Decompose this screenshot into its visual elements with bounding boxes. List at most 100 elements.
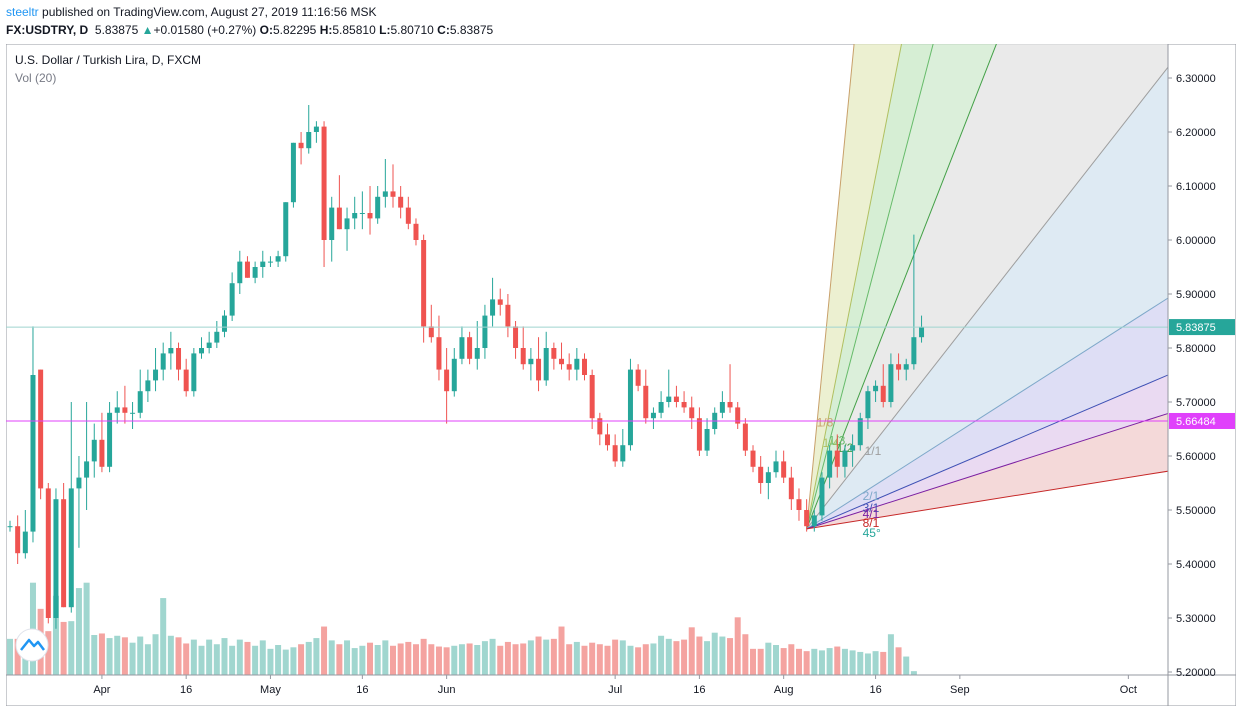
- candle-body: [459, 337, 465, 359]
- volume-bar: [328, 640, 335, 675]
- time-tick-label: May: [260, 684, 281, 696]
- candle-body: [781, 461, 787, 478]
- chart-frame[interactable]: 1/8 1/4 1/3 1/2 1/1 2/1 3/1 4/1 8/1 45° 6.30000 6.…: [5, 43, 1236, 707]
- candle-body: [574, 358, 580, 370]
- candle-body: [336, 207, 342, 230]
- candle-body: [689, 407, 695, 419]
- candle-body: [221, 315, 227, 332]
- volume-bar: [221, 638, 228, 675]
- volume-bar: [344, 640, 351, 675]
- volume-bar: [635, 647, 642, 675]
- candle-body: [390, 191, 396, 197]
- price-tick-label: 6.20000: [1176, 127, 1216, 139]
- price-tick-label: 5.70000: [1176, 397, 1216, 409]
- candle-body: [398, 196, 404, 208]
- volume-bar: [612, 639, 619, 675]
- volume-bar: [489, 638, 496, 675]
- volume-bar: [167, 635, 174, 675]
- candle-body: [114, 407, 120, 413]
- candle-body: [589, 375, 595, 419]
- candle-body: [536, 358, 542, 381]
- tradingview-logo-icon[interactable]: [15, 628, 49, 662]
- volume-bar: [818, 650, 825, 675]
- volume-bar: [504, 641, 511, 675]
- volume-bar: [412, 644, 419, 675]
- candle-body: [880, 385, 886, 402]
- volume-bar: [428, 644, 435, 675]
- volume-bar: [795, 648, 802, 675]
- price-tick-label: 5.80000: [1176, 343, 1216, 355]
- volume-bar: [336, 644, 343, 675]
- volume-bar: [566, 644, 573, 675]
- candle-body: [76, 477, 82, 489]
- candle-body: [352, 213, 358, 219]
- candle-body: [451, 358, 457, 392]
- candle-body: [896, 364, 902, 370]
- volume-bar: [834, 646, 841, 675]
- candle-body: [620, 445, 626, 462]
- candle-body: [84, 461, 90, 478]
- candle-body: [696, 418, 702, 451]
- candle-body: [344, 218, 350, 230]
- price-axis: 6.30000 6.20000 6.10000 6.00000 5.90000 5.800…: [1168, 73, 1235, 679]
- volume-bar: [573, 641, 580, 675]
- candle-body: [850, 445, 856, 451]
- candle-body: [827, 450, 833, 478]
- candle-body: [191, 353, 197, 392]
- volume-bar: [642, 644, 649, 675]
- candle-body: [375, 196, 381, 219]
- volume-bar: [45, 631, 52, 675]
- price-tick-label: 5.40000: [1176, 559, 1216, 571]
- high-label: H:: [319, 23, 333, 37]
- volume-bar: [121, 637, 128, 675]
- published-text: published on TradingView.com, August 27,…: [42, 5, 377, 19]
- volume-bar: [244, 641, 251, 675]
- time-tick-label: Aug: [774, 684, 794, 696]
- candle-body: [61, 499, 67, 608]
- price-chart[interactable]: 1/81/41/31/2 1/12/13/14/18/145° 6.300006.…: [5, 43, 1236, 707]
- candle-body: [30, 375, 36, 532]
- volume-bar: [665, 638, 672, 675]
- price-change: +0.01580 (+0.27%): [153, 23, 257, 37]
- volume-bar: [895, 647, 902, 675]
- candle-body: [22, 531, 28, 554]
- volume-bar: [773, 645, 779, 675]
- last-price-badge: 5.83875: [1176, 322, 1216, 334]
- candle-body: [206, 342, 212, 348]
- candle-body: [559, 358, 565, 365]
- candle-body: [15, 526, 21, 554]
- candle-body: [834, 450, 840, 467]
- volume-bar: [650, 643, 657, 675]
- volume-bar: [841, 648, 848, 675]
- volume-bar: [780, 648, 787, 675]
- time-tick-label: 16: [869, 684, 881, 696]
- volume-bar: [681, 639, 688, 675]
- publisher-name[interactable]: steeltr: [6, 5, 39, 19]
- candle-body: [627, 369, 633, 446]
- time-tick-label: 16: [180, 684, 192, 696]
- volume-layer: [7, 582, 917, 675]
- volume-bar: [512, 644, 519, 675]
- time-axis: Apr 16 May 16 Jun Jul 16 Aug 16 Sep Oct: [93, 675, 1137, 696]
- candle-body: [842, 450, 848, 467]
- candle-body: [543, 348, 549, 381]
- volume-bar: [550, 638, 557, 675]
- candle-body: [750, 450, 756, 467]
- volume-bar: [704, 641, 711, 675]
- candle-body: [773, 461, 779, 473]
- candle-body: [421, 240, 427, 327]
- candle-body: [444, 369, 450, 392]
- volume-bar: [52, 595, 59, 675]
- volume-bar: [803, 651, 810, 675]
- price-tick-label: 5.30000: [1176, 613, 1216, 625]
- volume-bar: [765, 642, 772, 675]
- volume-bar: [788, 644, 795, 675]
- candle-body: [788, 477, 794, 500]
- candle-body: [436, 337, 442, 370]
- close-value: 5.83875: [449, 23, 494, 37]
- low-value: 5.80710: [390, 23, 434, 37]
- fan-ratio-label: 1/4: [823, 436, 840, 450]
- volume-bar: [420, 638, 427, 675]
- fan-zone: [806, 44, 1168, 529]
- candle-body: [742, 423, 748, 451]
